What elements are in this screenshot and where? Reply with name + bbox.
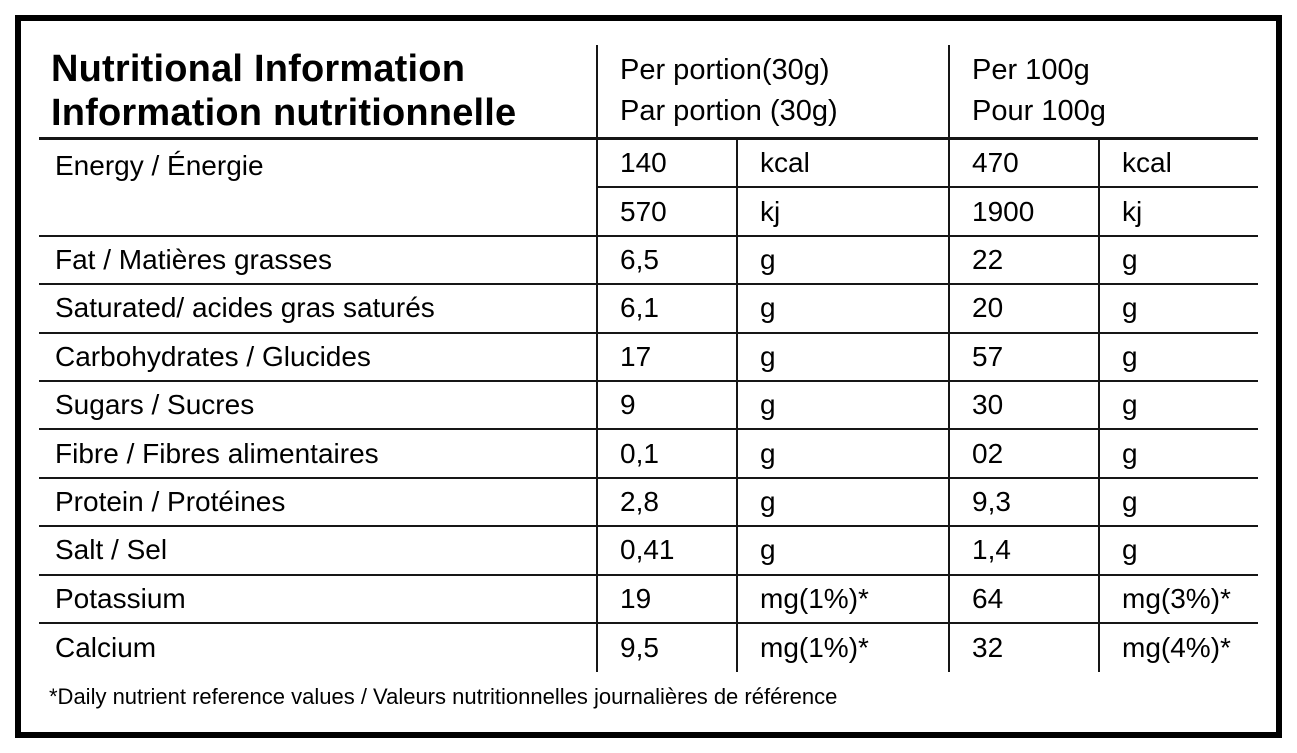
table-title-fr: Information nutritionnelle <box>51 92 517 134</box>
energy-kcal-100g-unit: kcal <box>1098 140 1258 189</box>
salt-portion-unit: g <box>736 527 948 576</box>
potassium-portion-unit: mg(1%)* <box>736 575 948 624</box>
carbohydrates-portion-value: 17 <box>596 333 736 382</box>
potassium-row-label: Potassium <box>39 576 596 624</box>
protein-portion-unit: g <box>736 478 948 528</box>
sugars-row-label: Sugars / Sucres <box>39 382 596 431</box>
salt-portion-value: 0,41 <box>596 527 736 576</box>
saturated-row-label: Saturated/ acides gras saturés <box>39 285 596 334</box>
sugars-portion-value: 9 <box>596 381 736 431</box>
calcium-row-label: Calcium <box>55 632 157 664</box>
potassium-100g-value: 64 <box>948 575 1098 624</box>
energy-kcal-100g-value: 470 <box>948 140 1098 189</box>
protein-100g-value: 9,3 <box>948 478 1098 528</box>
saturated-100g-value: 20 <box>948 285 1098 334</box>
calcium-100g-value: 32 <box>948 623 1098 673</box>
calcium-portion-value: 9,5 <box>596 623 736 673</box>
potassium-100g-unit: mg(3%)* <box>1098 575 1258 624</box>
per-portion-label-fr: Par portion (30g) <box>620 95 838 127</box>
energy-row-label: Energy / Énergie <box>39 140 596 237</box>
potassium-portion-value: 19 <box>596 575 736 624</box>
table-title-en: Nutritional Information <box>51 47 466 90</box>
energy-kcal-portion-unit: kcal <box>736 140 948 189</box>
energy-kcal-portion-value: 140 <box>596 140 736 189</box>
calcium-100g-unit: mg(4%)* <box>1098 623 1258 673</box>
sugars-100g-unit: g <box>1098 381 1258 431</box>
per-100g-label-fr: Pour 100g <box>972 95 1106 127</box>
protein-100g-unit: g <box>1098 478 1258 528</box>
per-portion-label-en: Per portion(30g) <box>620 53 830 86</box>
column-header-per-portion: Per portion(30g) Par portion (30g) <box>596 45 948 140</box>
fat-100g-unit: g <box>1098 236 1258 286</box>
energy-kj-100g-value: 1900 <box>948 188 1098 237</box>
sugars-portion-unit: g <box>736 381 948 431</box>
column-header-per-100g: Per 100g Pour 100g <box>948 45 1258 140</box>
energy-kj-portion-value: 570 <box>596 188 736 237</box>
carbohydrates-portion-unit: g <box>736 333 948 382</box>
salt-row-label: Salt / Sel <box>39 527 596 576</box>
per-100g-label-en: Per 100g <box>972 53 1090 86</box>
carbohydrates-row-label: Carbohydrates / Glucides <box>39 334 596 382</box>
sugars-100g-value: 30 <box>948 381 1098 431</box>
salt-100g-value: 1,4 <box>948 527 1098 576</box>
fibre-100g-unit: g <box>1098 430 1258 479</box>
fibre-row-label: Fibre / Fibres alimentaires <box>39 430 596 479</box>
fibre-portion-value: 0,1 <box>596 430 736 479</box>
carbohydrates-100g-value: 57 <box>948 333 1098 382</box>
fat-portion-value: 6,5 <box>596 236 736 286</box>
nutrition-table: Nutritional Information Information nutr… <box>21 21 1276 732</box>
fibre-portion-unit: g <box>736 430 948 479</box>
carbohydrates-100g-unit: g <box>1098 333 1258 382</box>
saturated-portion-value: 6,1 <box>596 285 736 334</box>
fat-100g-value: 22 <box>948 236 1098 286</box>
nutrition-label-panel: Nutritional Information Information nutr… <box>15 15 1282 738</box>
protein-row-label: Protein / Protéines <box>39 479 596 528</box>
saturated-portion-unit: g <box>736 285 948 334</box>
salt-100g-unit: g <box>1098 527 1258 576</box>
protein-portion-value: 2,8 <box>596 478 736 528</box>
fat-portion-unit: g <box>736 236 948 286</box>
fibre-100g-value: 02 <box>948 430 1098 479</box>
energy-kj-100g-unit: kj <box>1098 188 1258 237</box>
calcium-portion-unit: mg(1%)* <box>736 623 948 673</box>
table-title: Nutritional Information Information nutr… <box>39 45 596 140</box>
fat-row-label: Fat / Matières grasses <box>39 237 596 286</box>
saturated-100g-unit: g <box>1098 285 1258 334</box>
energy-kj-portion-unit: kj <box>736 188 948 237</box>
daily-reference-footnote: *Daily nutrient reference values / Valeu… <box>49 684 838 710</box>
